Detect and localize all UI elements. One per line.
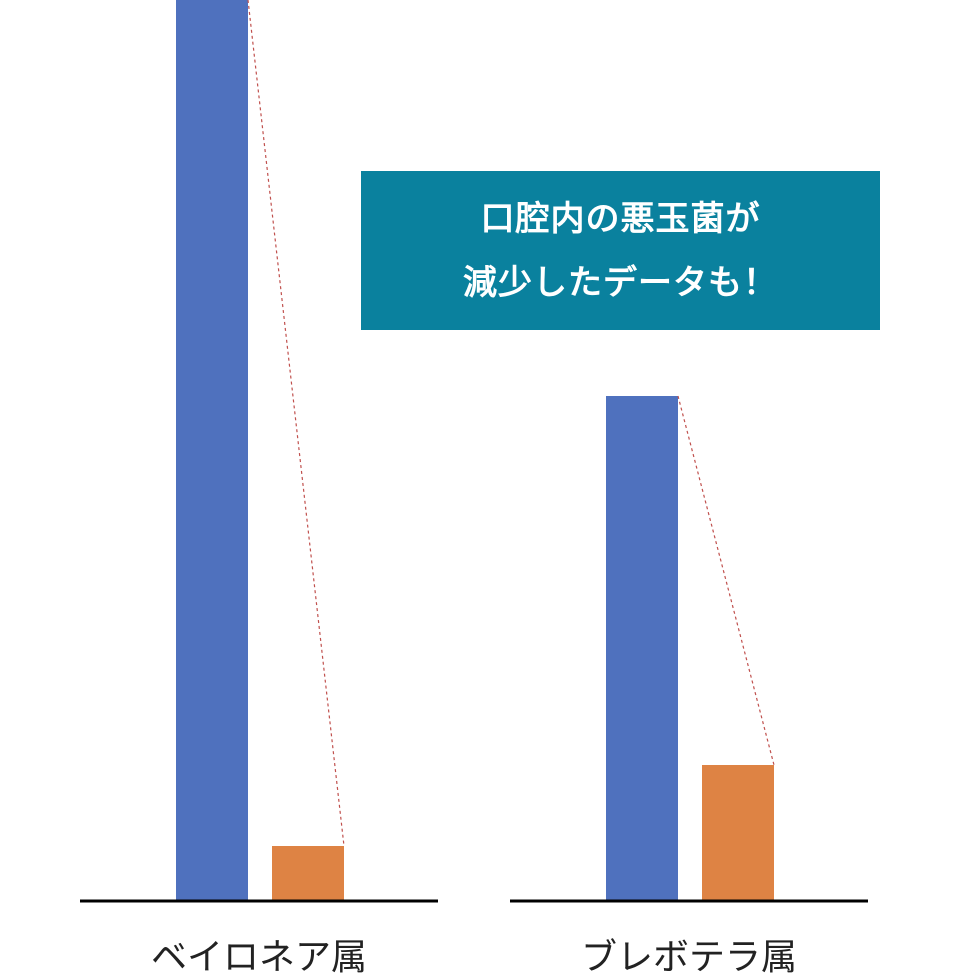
connector-line-0 xyxy=(247,0,345,847)
category-label-veillonella: ベイロネア属 xyxy=(150,937,367,978)
bar-0-series-0 xyxy=(176,0,248,900)
bar-1-series-0 xyxy=(606,396,678,900)
annotation-callout: 口腔内の悪玉菌が 減少したデータも！ xyxy=(361,171,880,330)
connector-line-1 xyxy=(677,395,775,766)
bar-1-series-1 xyxy=(702,765,774,900)
category-label-prevotella: ブレボテラ属 xyxy=(580,937,797,978)
annotation-line-1: 口腔内の悪玉菌が xyxy=(480,198,761,239)
annotation-line-2: 減少したデータも！ xyxy=(463,262,778,303)
bar-0-series-1 xyxy=(272,846,344,900)
